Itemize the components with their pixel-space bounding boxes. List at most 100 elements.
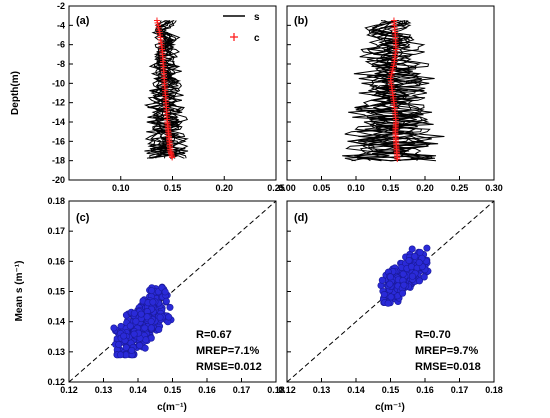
scatter-point (386, 273, 394, 281)
panel-c-stat-rmse: RMSE=0.012 (196, 361, 262, 373)
scatter-point (136, 341, 144, 349)
scatter-point (400, 281, 408, 289)
x-tick-label: 0.14 (129, 385, 147, 395)
x-tick-label: 0.05 (313, 183, 331, 193)
y-tick-label: -18 (52, 156, 65, 166)
panel-a-c-series (153, 17, 176, 161)
x-tick-label: 0.15 (164, 385, 182, 395)
y-tick-label: -2 (57, 1, 65, 11)
y-tick-label: 0.16 (47, 256, 65, 266)
s-profile-line (361, 20, 437, 162)
x-tick-label: 0.18 (267, 385, 285, 395)
scatter-point (137, 310, 145, 318)
x-tick-label: 0.12 (278, 385, 296, 395)
panel-c-one-to-one-line (68, 200, 277, 383)
panel-c: 0.12 0.13 0.14 0.15 0.16 0.17 0.18 0.12 0.13 0.14… (14, 196, 285, 413)
panel-d-label: (d) (294, 212, 308, 224)
x-tick-label: 0.25 (267, 183, 285, 193)
scatter-point (148, 287, 156, 295)
scatter-point (384, 299, 392, 307)
scatter-point (142, 336, 150, 344)
x-tick-label: 0.18 (485, 385, 503, 395)
scatter-point (141, 324, 149, 332)
y-tick-label: 0.18 (47, 196, 65, 206)
scatter-point (380, 290, 388, 298)
panel-c-ylabel: Mean s (m⁻¹) (14, 261, 25, 322)
y-tick-label: -20 (52, 175, 65, 185)
scatter-point (130, 330, 138, 338)
scatter-point (126, 322, 134, 330)
scatter-point (155, 325, 163, 333)
panel-b-label: (b) (294, 15, 308, 27)
panel-c-label: (c) (76, 212, 90, 224)
x-tick-label: 0.15 (164, 183, 182, 193)
panel-d-stat-mrep: MREP=9.7% (415, 345, 478, 357)
s-profile-line (155, 20, 189, 159)
panel-d-stat-r: R=0.70 (415, 329, 451, 341)
scatter-point (415, 258, 423, 266)
y-tick-label: 0.15 (47, 287, 65, 297)
s-profile-line (146, 20, 181, 159)
legend-c-marker (230, 33, 238, 41)
scatter-point (165, 313, 173, 321)
scatter-point (415, 277, 423, 285)
panel-b: 0.00 0.05 0.10 0.15 0.20 0.25 0.30 (b) (278, 5, 503, 193)
scatter-point (117, 351, 125, 359)
scatter-point (128, 346, 136, 354)
x-tick-label: 0.00 (278, 183, 296, 193)
x-tick-label: 0.16 (198, 385, 216, 395)
scatter-point (110, 324, 118, 332)
x-tick-label: 0.16 (416, 385, 434, 395)
scatter-point (386, 280, 394, 288)
x-tick-label: 0.14 (347, 385, 365, 395)
y-tick-label: -14 (52, 117, 65, 127)
panel-c-axes: 0.12 0.13 0.14 0.15 0.16 0.17 0.18 0.12 0.13 0.14… (47, 196, 284, 395)
x-tick-label: 0.25 (451, 183, 469, 193)
scatter-point (130, 309, 138, 317)
panel-c-xlabel: c(m⁻¹) (157, 402, 187, 413)
y-tick-label: -16 (52, 136, 65, 146)
scatter-point (122, 343, 130, 351)
y-tick-label: -6 (57, 40, 65, 50)
x-tick-label: 0.17 (233, 385, 251, 395)
legend-c-label: c (254, 33, 260, 44)
panel-d-scatter-points (377, 244, 432, 307)
y-tick-label: -4 (57, 20, 65, 30)
x-tick-label: 0.10 (347, 183, 365, 193)
panel-b-s-profiles (342, 20, 445, 162)
panel-a-axes: 0.10 0.15 0.20 0.25 -20 -18 -16 -14 -12 -10 -8 -6 -4… (52, 1, 285, 193)
panel-d-axes: 0.12 0.13 0.14 0.15 0.16 0.17 0.18 (278, 200, 503, 395)
scatter-point (399, 289, 407, 297)
scatter-point (405, 256, 413, 264)
scatter-point (423, 244, 431, 252)
scatter-point (408, 272, 416, 280)
scatter-point (378, 276, 386, 284)
scatter-point (399, 270, 407, 278)
scatter-point (387, 293, 395, 301)
scatter-point (166, 303, 174, 311)
panel-b-c-series (387, 17, 401, 163)
scatter-point (147, 317, 155, 325)
y-tick-label: -8 (57, 59, 65, 69)
scatter-point (147, 324, 155, 332)
panel-a-ylabel: Depth(m) (10, 71, 21, 115)
panel-d: 0.12 0.13 0.14 0.15 0.16 0.17 0.18 (d) R=0.70 … (278, 200, 503, 413)
panel-a-label: (a) (76, 15, 90, 27)
x-tick-label: 0.15 (382, 385, 400, 395)
panel-d-stat-rmse: RMSE=0.018 (415, 361, 481, 373)
scatter-point (115, 340, 123, 348)
legend-s-label: s (254, 12, 260, 23)
panel-c-scatter-points (110, 283, 175, 359)
panel-d-xlabel: c(m⁻¹) (375, 402, 405, 413)
x-tick-label: 0.12 (60, 385, 78, 395)
scatter-point (162, 297, 170, 305)
scatter-point (411, 252, 419, 260)
y-tick-label: -10 (52, 78, 65, 88)
panel-c-stat-mrep: MREP=7.1% (196, 345, 259, 357)
y-tick-label: 0.17 (47, 226, 65, 236)
scatter-point (141, 344, 149, 352)
c-series-marker (169, 154, 176, 161)
scatter-point (416, 248, 424, 256)
y-tick-label: 0.13 (47, 347, 65, 357)
